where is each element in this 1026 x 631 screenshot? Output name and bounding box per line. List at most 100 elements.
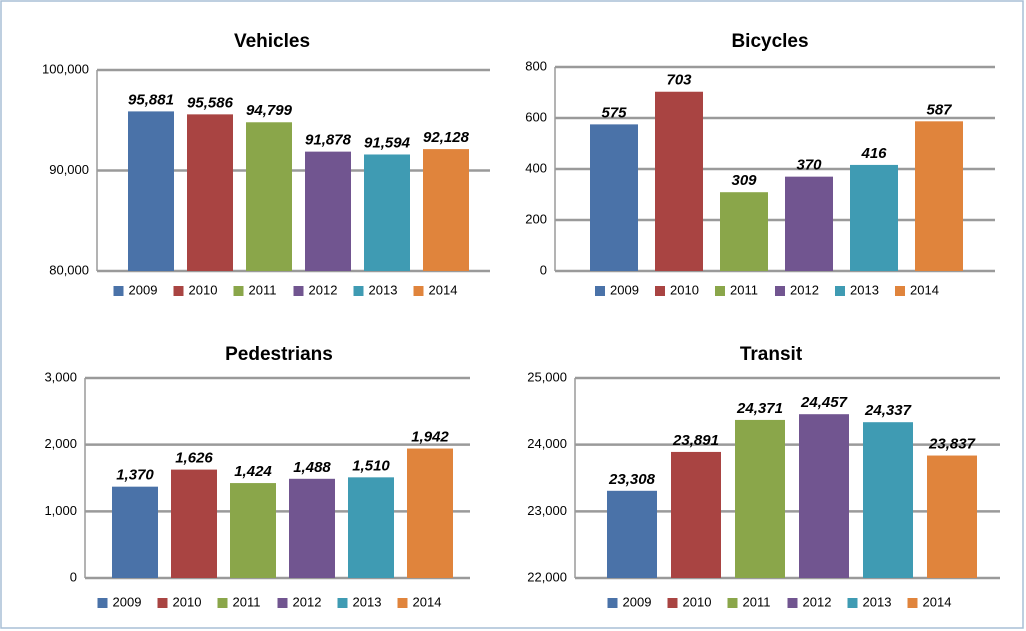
value-label: 575 [601,104,627,121]
value-label: 95,586 [187,94,234,111]
legend-label: 2012 [803,594,832,609]
y-tick-label: 22,000 [527,569,567,584]
y-tick-label: 2,000 [44,436,77,451]
legend-swatch [775,286,785,296]
bar [230,483,276,578]
legend-swatch [157,598,168,608]
y-tick-label: 23,000 [527,503,567,518]
legend-swatch [353,286,364,296]
bar [850,164,898,271]
y-tick-label: 25,000 [527,369,567,384]
value-label: 370 [796,157,822,174]
value-label: 95,881 [128,91,174,108]
legend-label: 2014 [429,282,458,297]
y-tick-label: 0 [540,262,547,277]
legend-label: 2009 [623,594,652,609]
bar [799,414,849,578]
legend-swatch [97,598,108,608]
legend-label: 2014 [923,594,952,609]
bar [785,176,833,271]
y-tick-label: 24,000 [527,436,567,451]
legend-label: 2009 [129,282,158,297]
legend-swatch [655,286,665,296]
legend-label: 2012 [293,594,322,609]
value-label: 23,308 [608,471,656,488]
value-label: 1,626 [175,450,213,467]
legend-swatch [787,598,798,608]
bar [735,419,785,578]
legend-label: 2010 [189,282,218,297]
legend-swatch [337,598,348,608]
legend-swatch [727,598,738,608]
bar [112,486,158,578]
legend-label: 2013 [369,282,398,297]
legend-label: 2013 [353,594,382,609]
legend-swatch [233,286,244,296]
legend-label: 2012 [790,282,819,297]
legend-swatch [907,598,918,608]
value-label: 23,891 [672,432,719,449]
legend-label: 2011 [233,594,261,609]
bar [655,91,703,271]
value-label: 94,799 [246,102,293,119]
bar [423,149,469,271]
value-label: 1,424 [234,463,272,480]
legend-swatch [413,286,424,296]
bar [590,124,638,271]
bar [915,121,963,271]
value-label: 309 [731,172,757,189]
bar [305,151,351,271]
bar [187,114,233,271]
value-label: 703 [666,72,692,89]
value-label: 416 [860,145,887,162]
y-tick-label: 200 [525,211,547,226]
bar [671,451,721,578]
legend-swatch [715,286,725,296]
bar [246,122,292,271]
legend-label: 2010 [683,594,712,609]
legend-label: 2010 [670,282,699,297]
bar [289,478,335,578]
y-tick-label: 600 [525,109,547,124]
value-label: 23,837 [928,436,976,453]
legend-swatch [397,598,408,608]
legend-swatch [173,286,184,296]
chart-title: Pedestrians [225,344,333,365]
value-label: 24,371 [736,400,783,417]
bar [364,154,410,271]
legend-swatch [835,286,845,296]
value-label: 91,878 [305,132,352,149]
legend-label: 2012 [309,282,338,297]
value-label: 1,370 [116,467,154,484]
legend-swatch [113,286,124,296]
legend-swatch [847,598,858,608]
y-tick-label: 1,000 [44,503,77,518]
legend-swatch [293,286,304,296]
chart-title: Bicycles [731,31,808,52]
legend-swatch [277,598,288,608]
legend-label: 2013 [850,282,879,297]
value-label: 1,488 [293,459,331,476]
y-tick-label: 90,000 [49,162,89,177]
y-tick-label: 800 [525,58,547,73]
legend-label: 2011 [730,282,758,297]
chart-title: Transit [740,344,803,365]
bar [863,422,913,578]
legend-swatch [595,286,605,296]
value-label: 92,128 [423,129,470,146]
y-tick-label: 100,000 [42,61,89,76]
legend-label: 2013 [863,594,892,609]
y-tick-label: 3,000 [44,369,77,384]
legend-swatch [607,598,618,608]
bar [171,469,217,578]
bar [927,455,977,578]
legend-label: 2009 [113,594,142,609]
legend-label: 2011 [743,594,771,609]
y-tick-label: 400 [525,160,547,175]
bar [607,490,657,578]
legend-swatch [667,598,678,608]
bar [348,477,394,578]
y-tick-label: 0 [70,569,77,584]
value-label: 1,510 [352,457,390,474]
